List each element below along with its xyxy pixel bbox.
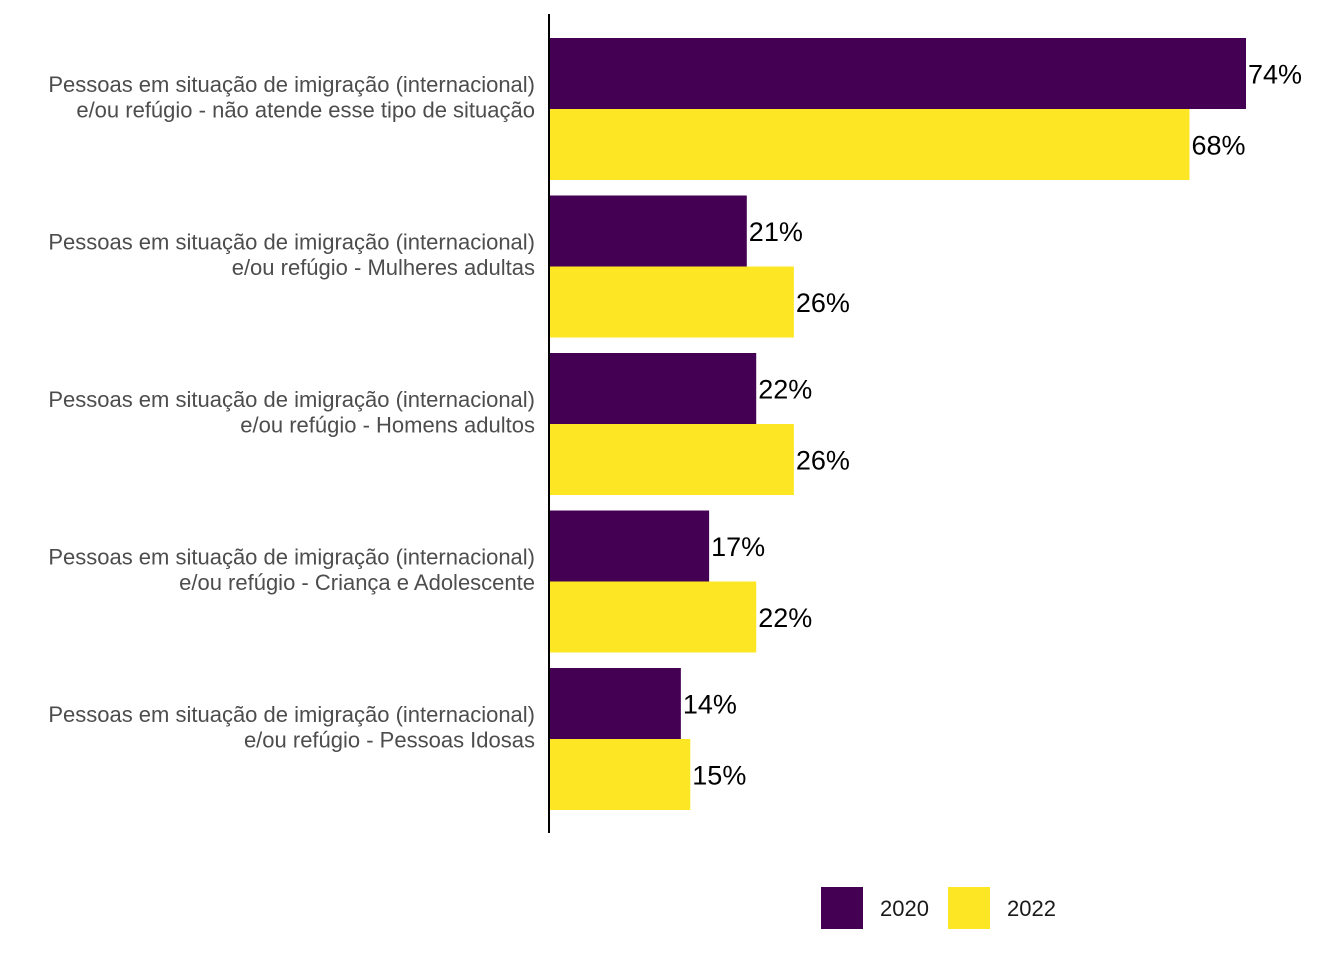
category-label-3-line-1: e/ou refúgio - Criança e Adolescente	[179, 570, 535, 595]
category-labels: Pessoas em situação de imigração (intern…	[48, 72, 535, 753]
category-label-2-line-1: e/ou refúgio - Homens adultos	[240, 413, 535, 438]
data-label-2020-0: 74%	[1248, 60, 1302, 90]
legend-swatch-2022	[948, 887, 990, 929]
data-label-2020-4: 14%	[683, 690, 737, 720]
category-label-0-line-1: e/ou refúgio - não atende esse tipo de s…	[76, 98, 535, 123]
category-label-0-line-0: Pessoas em situação de imigração (intern…	[48, 72, 535, 97]
bar-2020-1	[549, 195, 747, 267]
category-label-4-line-0: Pessoas em situação de imigração (intern…	[48, 702, 535, 727]
bar-2022-4	[549, 739, 691, 810]
bar-2020-3	[549, 510, 710, 582]
bar-2022-0	[549, 109, 1190, 180]
legend-label-2020: 2020	[880, 896, 929, 921]
data-label-2020-3: 17%	[711, 532, 765, 562]
legend-label-2022: 2022	[1007, 896, 1056, 921]
data-label-2022-3: 22%	[758, 603, 812, 633]
category-label-1-line-1: e/ou refúgio - Mulheres adultas	[232, 255, 535, 280]
category-label-1-line-0: Pessoas em situação de imigração (intern…	[48, 230, 535, 255]
bars-group: 74% 68% 21% 26% 22% 26% 17% 22% 14% 15%	[549, 38, 1302, 810]
data-label-2022-2: 26%	[796, 446, 850, 476]
bar-2020-4	[549, 668, 681, 739]
legend-swatch-2020	[821, 887, 863, 929]
bar-2022-1	[549, 266, 794, 338]
data-label-2020-2: 22%	[758, 375, 812, 405]
category-label-4-line-1: e/ou refúgio - Pessoas Idosas	[244, 728, 535, 753]
bar-2022-3	[549, 581, 757, 653]
bar-2020-0	[549, 38, 1246, 109]
bar-2022-2	[549, 424, 794, 495]
category-label-2-line-0: Pessoas em situação de imigração (intern…	[48, 387, 535, 412]
data-label-2022-0: 68%	[1191, 131, 1245, 161]
bar-2020-2	[549, 353, 757, 424]
legend: 2020 2022	[821, 887, 1056, 929]
data-label-2022-4: 15%	[692, 761, 746, 791]
data-label-2020-1: 21%	[749, 217, 803, 247]
category-label-3-line-0: Pessoas em situação de imigração (intern…	[48, 545, 535, 570]
data-label-2022-1: 26%	[796, 288, 850, 318]
